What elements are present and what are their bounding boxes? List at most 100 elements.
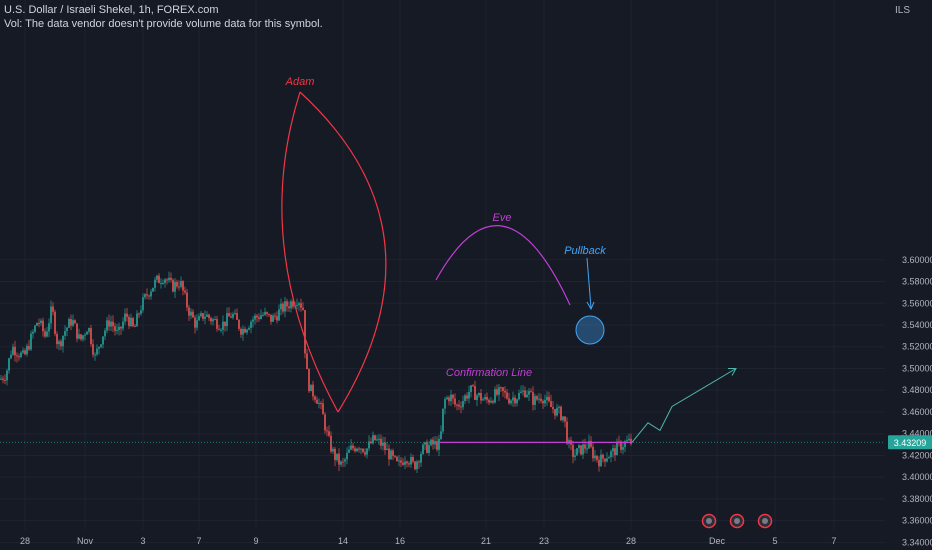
candle-body bbox=[316, 399, 318, 404]
candle-body bbox=[528, 391, 530, 395]
candle-body bbox=[434, 441, 436, 445]
candle-body bbox=[120, 326, 122, 329]
candle-body bbox=[96, 348, 98, 355]
candle-body bbox=[212, 319, 214, 322]
candle-body bbox=[216, 319, 218, 329]
candle-body bbox=[182, 281, 184, 291]
candle-body bbox=[510, 400, 512, 404]
candle-body bbox=[534, 396, 536, 405]
candle-body bbox=[420, 453, 422, 463]
time-tick-label: 3 bbox=[140, 536, 145, 546]
adam-right-arc bbox=[299, 91, 387, 413]
price-tick-label: 3.44000 bbox=[902, 429, 932, 439]
candle-body bbox=[518, 392, 520, 400]
economic-event-icon[interactable] bbox=[757, 513, 773, 529]
candle-body bbox=[184, 290, 186, 293]
candle-body bbox=[206, 314, 208, 317]
economic-event-icon[interactable] bbox=[729, 513, 745, 529]
candle-body bbox=[98, 347, 100, 349]
projection-path bbox=[631, 368, 737, 443]
candle-body bbox=[418, 461, 420, 463]
candle-body bbox=[476, 395, 478, 400]
candle-body bbox=[2, 378, 4, 380]
candle-body bbox=[402, 462, 404, 465]
pullback-arrow-shaft bbox=[586, 257, 592, 309]
price-tick-label: 3.42000 bbox=[902, 450, 932, 460]
candle-body bbox=[30, 333, 32, 350]
candle-body bbox=[24, 350, 26, 355]
candle-body bbox=[82, 335, 84, 340]
candle-body bbox=[84, 334, 86, 336]
candle-body bbox=[582, 444, 584, 455]
candle-body bbox=[220, 329, 222, 331]
candle-body bbox=[102, 336, 104, 345]
candle-body bbox=[224, 321, 226, 327]
candle-body bbox=[80, 334, 82, 340]
candle-body bbox=[258, 317, 260, 319]
candle-body bbox=[178, 286, 180, 288]
candle-body bbox=[390, 450, 392, 460]
candle-body bbox=[566, 421, 568, 444]
candle-body bbox=[130, 317, 132, 327]
candle-body bbox=[342, 461, 344, 463]
candle-body bbox=[350, 445, 352, 450]
candle-body bbox=[46, 331, 48, 337]
candle-body bbox=[36, 322, 38, 326]
time-axis[interactable]: 28 Nov 3 7 9 14 16 21 23 28 Dec 5 7 bbox=[20, 536, 837, 546]
time-tick-label: 14 bbox=[338, 536, 348, 546]
candle-body bbox=[388, 448, 390, 460]
candle-body bbox=[366, 448, 368, 455]
candle-body bbox=[86, 331, 88, 335]
candle-body bbox=[54, 311, 56, 334]
candle-body bbox=[414, 461, 416, 470]
candle-body bbox=[154, 279, 156, 288]
candle-body bbox=[492, 400, 494, 403]
candle-body bbox=[574, 455, 576, 457]
time-tick-label: 23 bbox=[539, 536, 549, 546]
pullback-label: Pullback bbox=[564, 245, 606, 257]
candle-body bbox=[454, 398, 456, 405]
candle-body bbox=[500, 387, 502, 389]
economic-event-icon[interactable] bbox=[701, 513, 717, 529]
price-axis[interactable]: 3.34000 3.36000 3.38000 3.40000 3.42000 3.440… bbox=[888, 255, 932, 548]
candles bbox=[0, 271, 632, 474]
candle-body bbox=[210, 318, 212, 322]
candle-body bbox=[460, 406, 462, 408]
candle-body bbox=[236, 313, 238, 320]
candle-body bbox=[340, 461, 342, 465]
adam-label: Adam bbox=[285, 76, 315, 88]
candle-body bbox=[572, 444, 574, 457]
candle-body bbox=[194, 317, 196, 328]
candle-body bbox=[426, 442, 428, 453]
candle-body bbox=[288, 306, 290, 309]
symbol-title: U.S. Dollar / Israeli Shekel, 1h, FOREX.… bbox=[4, 4, 219, 16]
candle-body bbox=[60, 341, 62, 347]
candle-body bbox=[188, 307, 190, 316]
candle-body bbox=[456, 404, 458, 406]
candle-body bbox=[378, 438, 380, 440]
candle-body bbox=[382, 442, 384, 446]
time-tick-label: Dec bbox=[709, 536, 726, 546]
candle-body bbox=[478, 392, 480, 396]
event-markers[interactable] bbox=[701, 513, 773, 529]
candle-body bbox=[66, 327, 68, 332]
candle-body bbox=[448, 397, 450, 402]
time-tick-label: 21 bbox=[481, 536, 491, 546]
candle-body bbox=[470, 385, 472, 392]
candle-body bbox=[332, 448, 334, 452]
candle-body bbox=[472, 385, 474, 387]
eve-arc bbox=[435, 225, 571, 306]
candle-body bbox=[564, 416, 566, 422]
candle-body bbox=[558, 406, 560, 408]
candle-body bbox=[126, 313, 128, 317]
candle-body bbox=[292, 301, 294, 307]
candle-body bbox=[468, 391, 470, 399]
candle-body bbox=[488, 399, 490, 403]
candle-body bbox=[256, 315, 258, 318]
price-tick-label: 3.46000 bbox=[902, 407, 932, 417]
candle-body bbox=[300, 303, 302, 308]
candle-body bbox=[134, 326, 136, 328]
candle-body bbox=[598, 459, 600, 467]
candle-body bbox=[610, 451, 612, 458]
